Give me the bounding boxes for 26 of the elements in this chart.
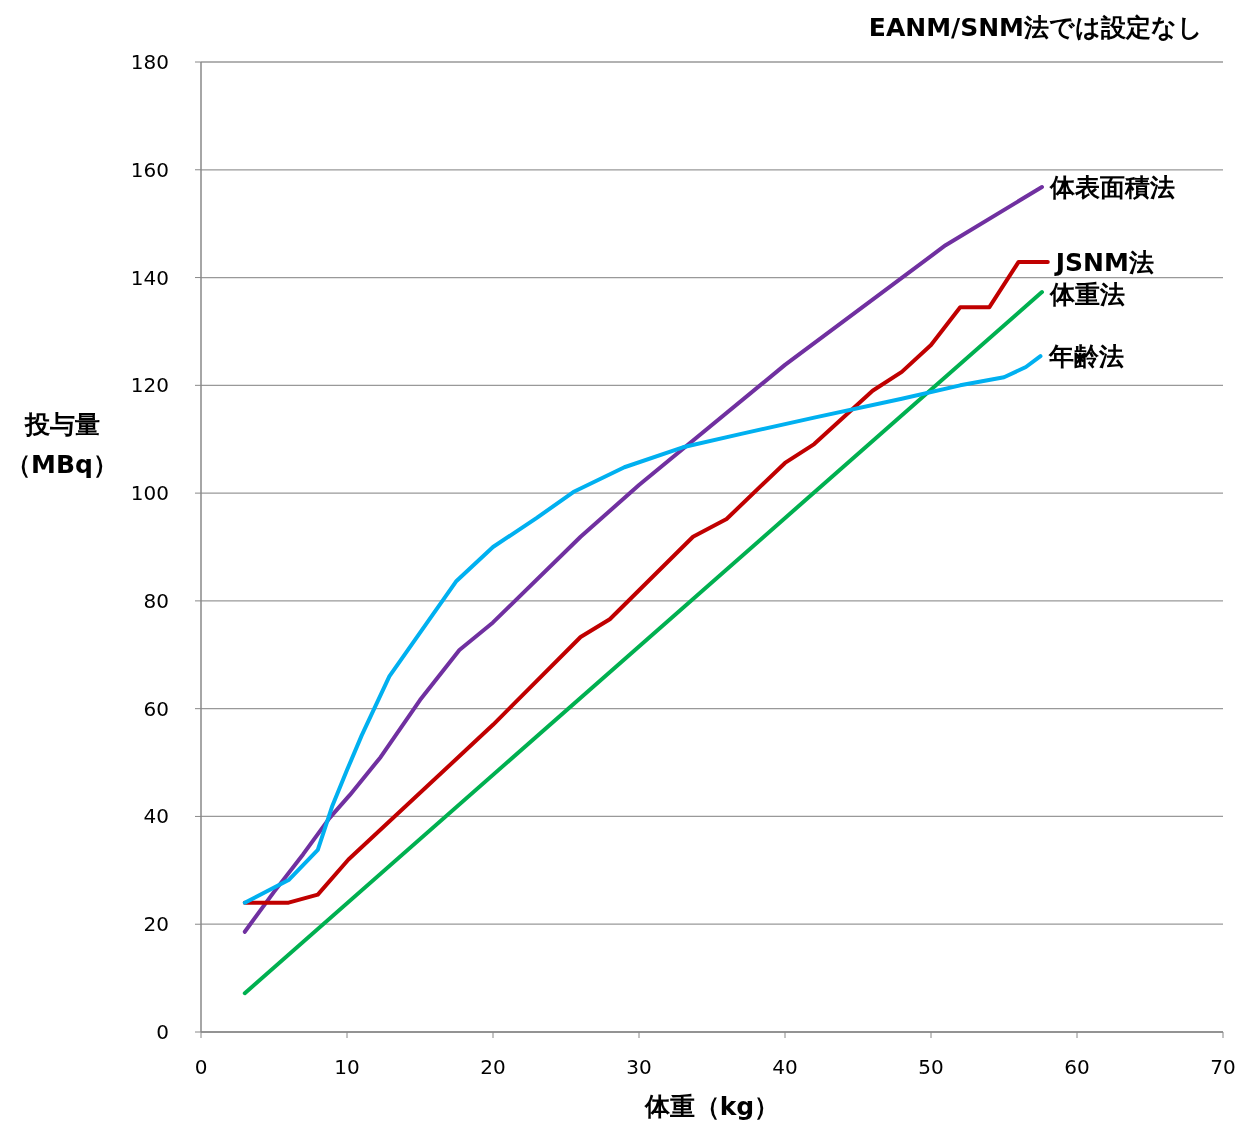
y-tick-label: 20 [143, 912, 169, 937]
y-tick-label: 180 [130, 50, 169, 74]
x-tick-label: 30 [626, 1055, 652, 1079]
series-label: 体重法 [1048, 279, 1125, 309]
series-label: JSNM法 [1053, 247, 1154, 277]
text: EANM/SNM法では設定なし [868, 13, 1203, 42]
y-axis-title: 投与量（MBq） [6, 410, 118, 479]
x-tick-label: 10 [334, 1055, 360, 1079]
y-tick-label: 120 [130, 373, 169, 398]
x-tick-label: 70 [1210, 1055, 1236, 1079]
line-series [242, 354, 1043, 905]
x-tick-label: 50 [918, 1055, 944, 1079]
x-tick-label: 40 [772, 1055, 798, 1079]
series-label: 体表面積法 [1048, 172, 1175, 202]
series-label: 年齢法 [1047, 341, 1124, 371]
y-tick-label: 60 [143, 696, 169, 721]
x-tick-label: 0 [194, 1055, 208, 1079]
x-tick-label: 20 [480, 1055, 506, 1079]
y-tick-label: 0 [156, 1020, 169, 1044]
x-axis-title: 体重（kg） [643, 1092, 780, 1121]
y-tick-label: 140 [130, 265, 169, 290]
x-tick-label: 60 [1064, 1055, 1090, 1079]
y-tick-label: 40 [143, 804, 169, 829]
y-tick-label: 160 [130, 157, 169, 182]
y-tick-label: 100 [130, 481, 169, 506]
y-tick-label: 80 [143, 588, 169, 613]
